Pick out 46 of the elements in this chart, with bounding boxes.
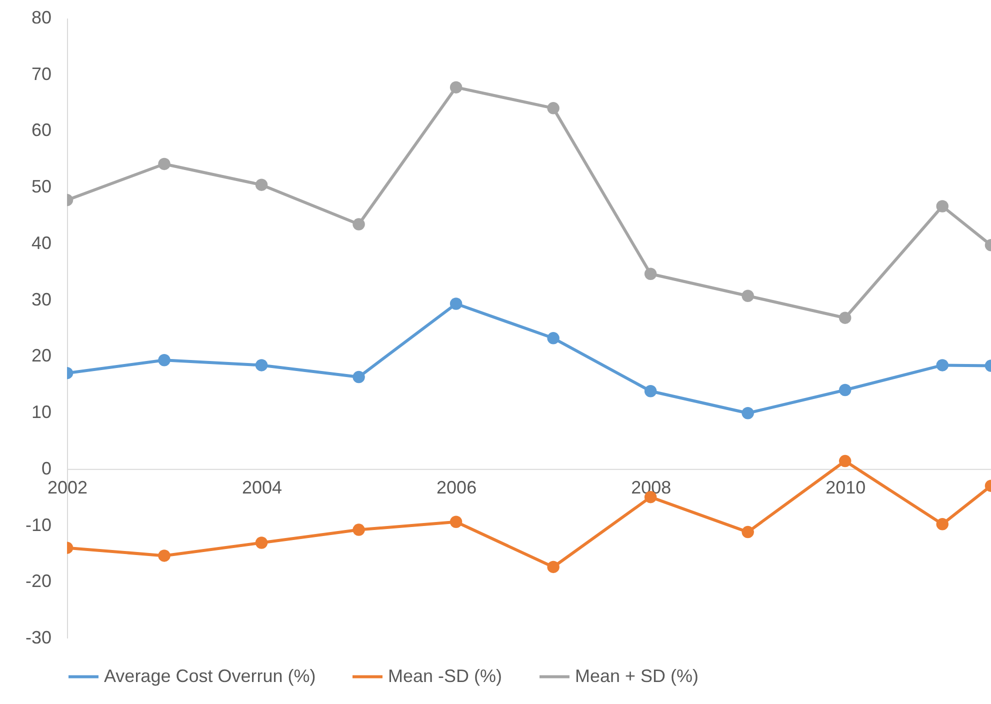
point bbox=[352, 370, 365, 384]
point bbox=[547, 102, 560, 114]
y-tick-label: 70 bbox=[31, 64, 52, 84]
point bbox=[936, 359, 948, 372]
y-tick-label: 60 bbox=[31, 120, 52, 140]
point bbox=[255, 178, 268, 191]
point bbox=[838, 454, 852, 468]
point bbox=[547, 332, 560, 344]
point bbox=[158, 550, 170, 562]
x-tick-label: 2006 bbox=[436, 477, 477, 498]
point bbox=[450, 81, 462, 94]
point bbox=[742, 290, 754, 302]
y-tick-label: 20 bbox=[31, 346, 52, 366]
y-tick-label: 0 bbox=[41, 458, 52, 478]
point bbox=[547, 560, 560, 574]
point bbox=[450, 298, 462, 310]
y-tick-label: 10 bbox=[31, 402, 52, 422]
point bbox=[644, 268, 657, 280]
y-tick-label: -20 bbox=[25, 571, 52, 592]
point bbox=[352, 524, 365, 536]
x-tick-label: 2010 bbox=[826, 477, 866, 498]
point bbox=[158, 158, 170, 170]
x-tick-label: 2002 bbox=[47, 477, 88, 498]
y-tick-label: -30 bbox=[25, 628, 52, 648]
legend-label: Mean -SD (%) bbox=[388, 666, 502, 686]
point bbox=[255, 536, 268, 549]
y-tick-label: 50 bbox=[31, 176, 52, 197]
point bbox=[255, 359, 268, 372]
point bbox=[838, 384, 852, 396]
x-tick-label: 2008 bbox=[631, 477, 672, 498]
legend-label: Mean + SD (%) bbox=[575, 666, 699, 686]
y-tick-label: 80 bbox=[31, 8, 52, 28]
y-tick-label: -10 bbox=[25, 514, 52, 535]
point bbox=[742, 406, 754, 420]
point bbox=[838, 312, 852, 324]
point bbox=[742, 526, 754, 538]
point bbox=[352, 218, 365, 230]
point bbox=[644, 385, 657, 398]
legend-label: Average Cost Overrun (%) bbox=[104, 666, 316, 686]
point bbox=[450, 516, 462, 528]
point bbox=[936, 200, 948, 212]
y-tick-label: 40 bbox=[31, 232, 52, 253]
x-tick-label: 2004 bbox=[242, 477, 282, 498]
point bbox=[158, 354, 170, 366]
y-tick-label: 30 bbox=[31, 289, 52, 310]
point bbox=[936, 518, 948, 530]
